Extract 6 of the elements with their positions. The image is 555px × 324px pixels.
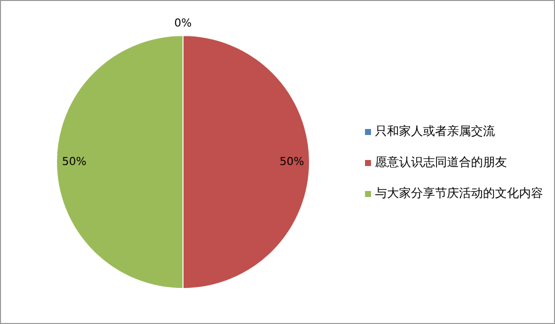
data-label: 50% (280, 154, 304, 168)
text: 0% (174, 16, 192, 30)
legend-label: 与大家分享节庆活动的文化内容 (375, 184, 543, 202)
data-label: 50% (62, 154, 86, 168)
legend-label: 只和家人或者亲属交流 (375, 122, 495, 140)
legend-label: 愿意认识志同道合的朋友 (375, 154, 507, 170)
